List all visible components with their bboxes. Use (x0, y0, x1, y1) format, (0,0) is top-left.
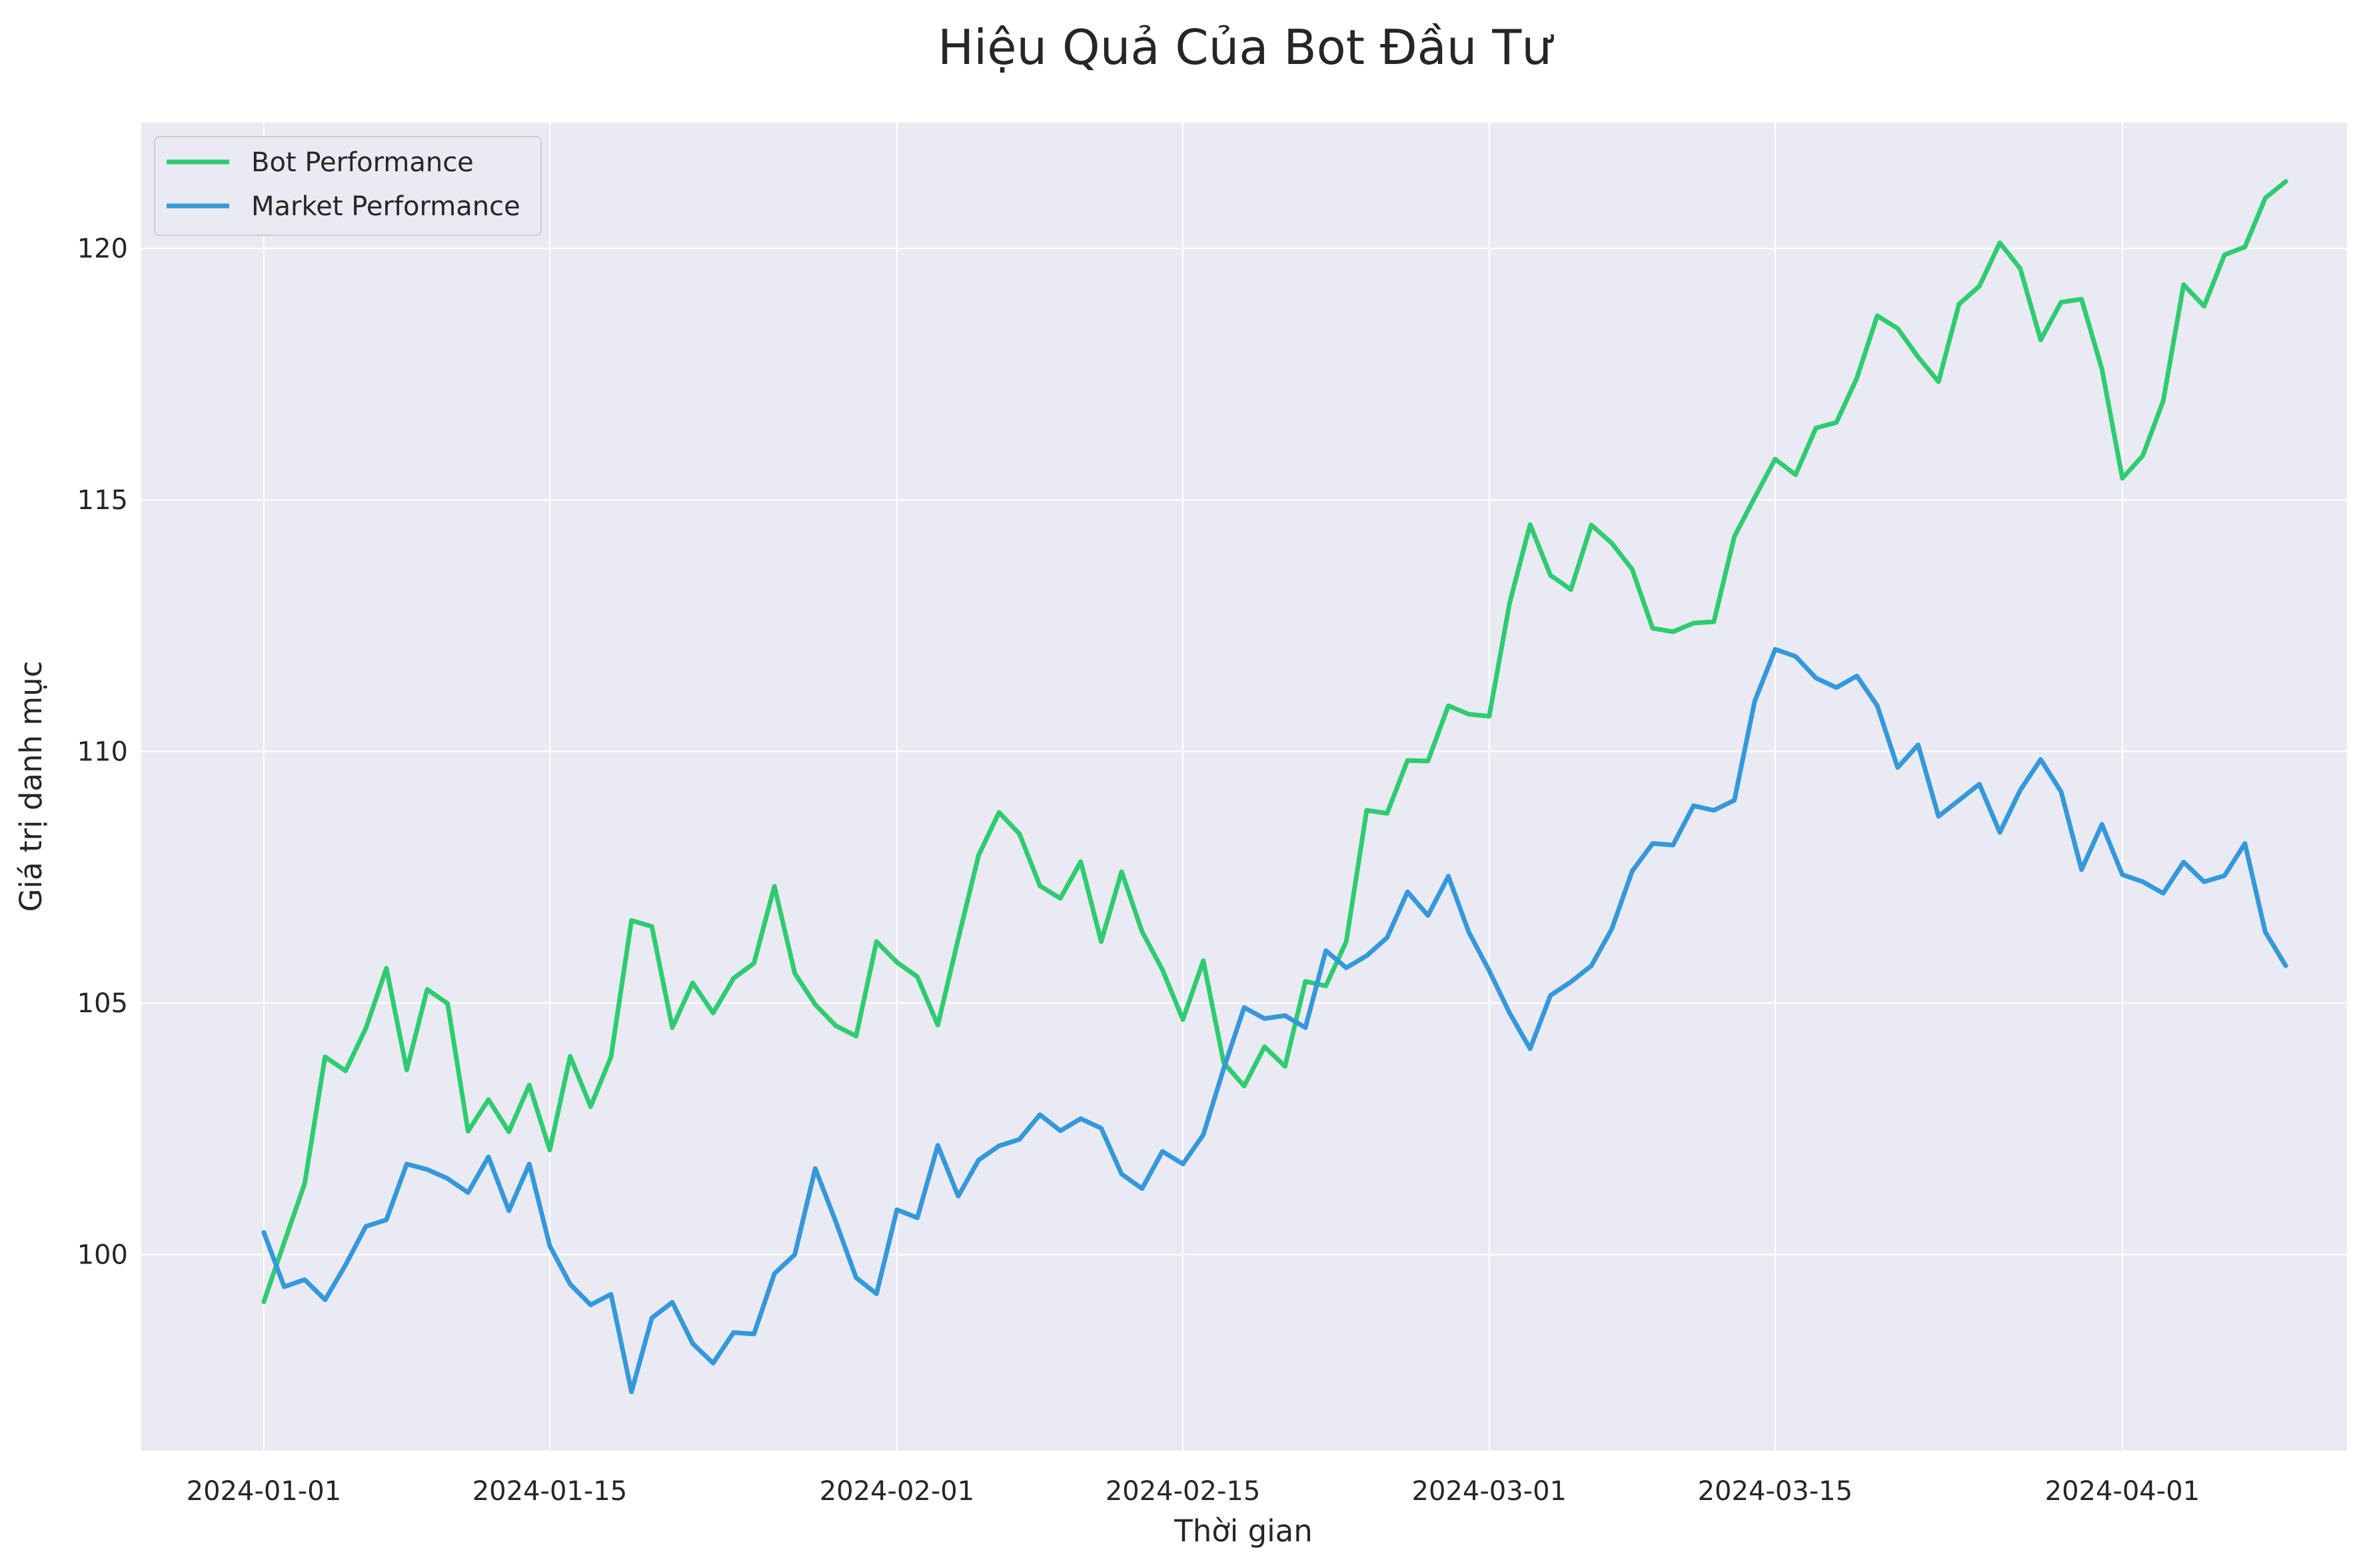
y-tick-labels: 100 105 110 115 120 (77, 234, 128, 1271)
x-tick-label: 2024-02-01 (820, 1476, 974, 1507)
legend-label-bot: Bot Performance (251, 147, 474, 178)
x-tick-label: 2024-04-01 (2045, 1476, 2200, 1507)
x-tick-label: 2024-03-15 (1698, 1476, 1853, 1507)
x-axis-label: Thời gian (1174, 1513, 1313, 1549)
y-tick-label: 105 (77, 988, 128, 1019)
bot-performance-line (261, 179, 2288, 1304)
x-tick-label: 2024-01-15 (472, 1476, 627, 1507)
legend-label-market: Market Performance (251, 191, 520, 222)
y-tick-label: 100 (77, 1240, 128, 1271)
x-tick-label: 2024-02-15 (1106, 1476, 1260, 1507)
x-tick-label: 2024-03-01 (1412, 1476, 1567, 1507)
series-lines (261, 179, 2288, 1395)
y-tick-label: 115 (77, 485, 128, 516)
x-tick-label: 2024-01-01 (187, 1476, 341, 1507)
y-tick-label: 110 (77, 737, 128, 768)
legend: Bot Performance Market Performance (154, 136, 542, 236)
legend-box (154, 136, 542, 236)
market-performance-line (261, 646, 2288, 1395)
y-axis-label: Giá trị danh mục (13, 661, 49, 912)
chart-title: Hiệu Quả Của Bot Đầu Tư (938, 19, 1554, 75)
grid-lines (141, 123, 2347, 1451)
plot-area (141, 123, 2347, 1451)
y-tick-label: 120 (77, 234, 128, 265)
x-tick-labels: 2024-01-01 2024-01-15 2024-02-01 2024-02-15… (187, 1476, 2200, 1507)
